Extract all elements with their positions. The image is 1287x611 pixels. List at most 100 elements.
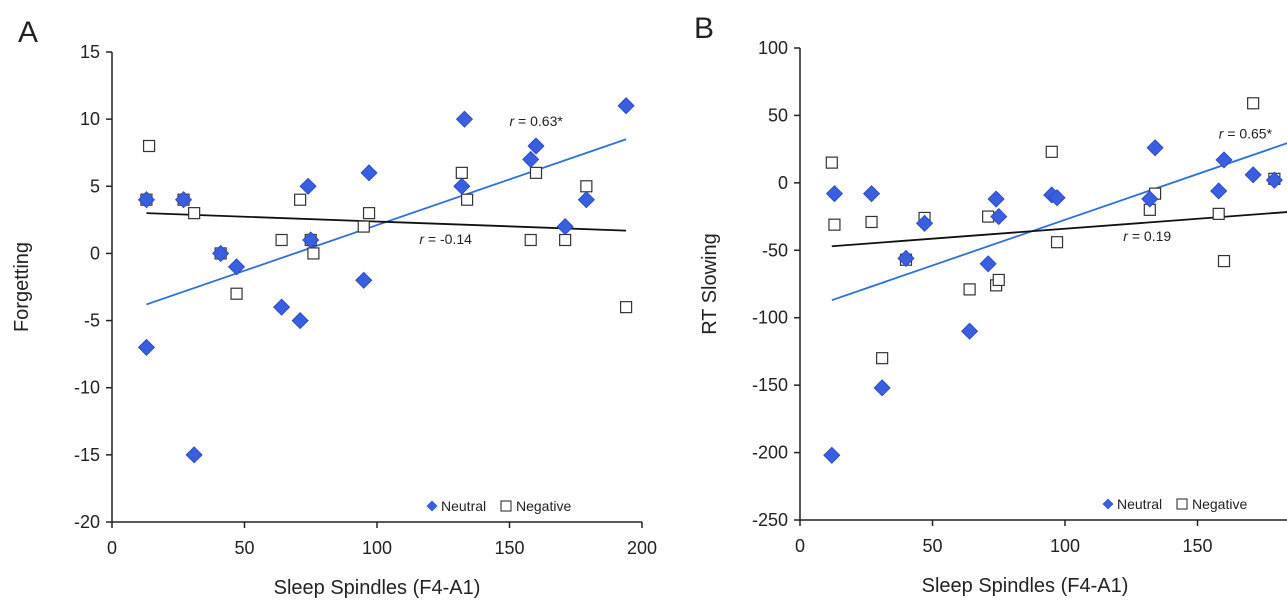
data-point-negative [865,215,878,229]
x-axis-title: Sleep Spindles (F4-A1) [922,575,1129,597]
data-point-neutral [1048,189,1066,207]
data-point-negative [188,207,201,220]
data-point-neutral [1244,166,1262,184]
x-tick-label: 100 [1050,536,1080,556]
legend-label-neutral: Neutral [441,498,486,514]
x-tick-label: 150 [1182,536,1212,556]
data-point-neutral [979,255,997,273]
trendline-neutral [831,142,1287,302]
data-point-neutral [355,271,373,289]
data-point-negative [580,180,593,193]
data-point-neutral [1265,171,1283,189]
correlation-annotation: r = 0.63* [510,113,564,129]
data-point-neutral [873,379,891,397]
legend-label-negative: Negative [1192,496,1247,512]
data-point-neutral [915,214,934,232]
data-point-neutral [291,312,309,330]
panel-label: A [18,16,38,49]
trendline-negative [831,211,1287,248]
data-point-negative [357,220,370,233]
y-tick-label: -150 [752,375,788,395]
data-point-negative [461,193,474,206]
x-tick-label: 50 [922,536,942,556]
data-point-negative [876,352,889,365]
data-point-neutral [1210,182,1228,200]
x-tick-label: 50 [234,538,254,558]
data-point-neutral [227,258,246,276]
data-point-negative [524,233,537,247]
y-axis-title: RT Slowing [699,233,721,335]
data-point-negative [1050,236,1064,249]
data-point-neutral [455,110,474,128]
data-point-negative [362,207,376,220]
r-value: = 0.19 [1128,228,1171,244]
data-point-neutral [823,446,841,464]
data-point-negative [275,233,288,247]
data-point-negative [828,218,841,231]
y-tick-label: 50 [768,105,788,125]
correlation-annotation: r = -0.14 [419,231,472,247]
data-point-negative [963,283,976,296]
legend-label-negative: Negative [516,498,571,514]
data-point-neutral [577,191,595,209]
data-point-neutral [961,322,979,340]
x-tick-label: 150 [494,538,524,558]
data-point-neutral [174,191,193,209]
data-point-negative [1045,145,1058,158]
data-point-negative [619,301,633,314]
data-point-neutral [527,137,545,155]
y-tick-label: -10 [74,378,100,398]
data-point-negative [294,193,307,206]
data-point-negative [230,287,243,300]
x-axis-title: Sleep Spindles (F4-A1) [274,577,481,599]
data-point-neutral [1146,139,1164,157]
r-value: = 0.65* [1223,125,1272,141]
data-point-neutral [897,249,915,267]
correlation-annotation: r = 0.65* [1219,125,1273,141]
data-point-negative [1212,207,1225,220]
data-point-neutral [1141,190,1159,208]
data-point-neutral [302,231,320,249]
y-tick-label: -5 [84,311,100,331]
legend-marker-negative [1176,498,1188,510]
data-point-neutral [556,218,574,236]
y-tick-label: -250 [752,510,788,530]
data-point-neutral [137,191,156,209]
data-point-neutral [453,177,471,195]
data-point-negative [1217,254,1231,268]
data-point-neutral [990,208,1008,226]
data-point-negative [1247,97,1260,110]
y-tick-label: -15 [74,445,100,465]
r-value: = 0.63* [514,113,563,129]
legend-label-neutral: Neutral [1117,496,1162,512]
data-point-neutral [825,185,844,203]
r-value: = -0.14 [424,231,472,247]
y-tick-label: 15 [80,42,100,62]
data-point-neutral [1215,151,1233,169]
data-point-negative [307,247,320,260]
y-tick-label: 0 [778,173,788,193]
y-tick-label: 5 [90,176,100,196]
data-point-neutral [212,244,230,262]
r-symbol: r [419,231,425,247]
data-point-negative [559,233,572,247]
panel-label: B [694,12,714,45]
data-point-negative [992,273,1005,287]
data-point-neutral [522,150,540,168]
data-point-negative [529,166,543,179]
data-point-neutral [360,164,378,182]
x-tick-label: 100 [362,538,392,558]
data-point-neutral [299,177,317,195]
data-point-neutral [273,298,291,316]
y-tick-label: 10 [80,109,100,129]
y-tick-label: -50 [762,240,788,260]
data-point-negative [825,156,838,169]
data-point-negative [455,166,468,179]
data-point-neutral [617,97,635,115]
y-tick-label: 100 [758,38,788,58]
r-symbol: r [510,113,516,129]
correlation-annotation: r = 0.19 [1123,228,1171,244]
y-axis-title: Forgetting [11,242,33,332]
